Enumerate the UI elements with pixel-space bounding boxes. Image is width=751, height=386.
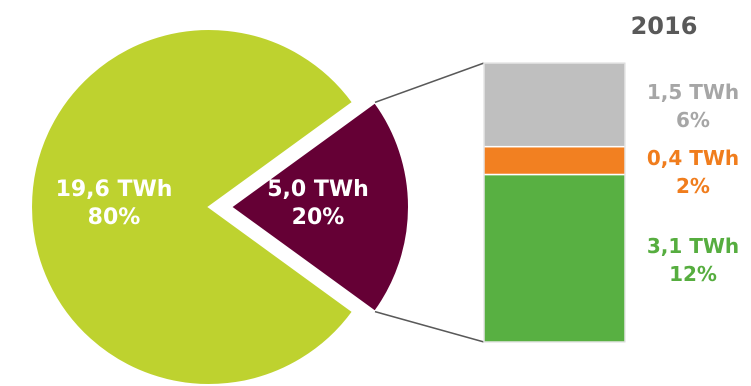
stacked-bar [483, 62, 626, 343]
pie-slice-small [229, 100, 410, 314]
bar-outline [483, 62, 626, 343]
connector-line-top [374, 62, 485, 104]
chart-title: 2016 [631, 12, 698, 40]
bar-label-value-2: 3,1 TWh [647, 234, 739, 258]
bar-label-value-0: 1,5 TWh [647, 80, 739, 104]
pie-label-large-value: 19,6 TWh [56, 177, 173, 202]
bar-label-percent-0: 6% [676, 108, 710, 132]
pie-label-small-value: 5,0 TWh [267, 177, 369, 202]
pie-slice-large [30, 28, 355, 386]
bar-segment-1 [483, 145, 626, 176]
bar-label-percent-1: 2% [676, 174, 710, 198]
connector-lines [374, 62, 485, 343]
pie [30, 28, 410, 386]
bar-label-percent-2: 12% [669, 262, 717, 286]
pie-label-large-percent: 80% [88, 205, 141, 230]
bar-label-value-1: 0,4 TWh [647, 146, 739, 170]
bar-segment-0 [483, 62, 626, 148]
pie-label-small-percent: 20% [292, 205, 345, 230]
connector-line-bottom [374, 310, 485, 343]
labels: 19,6 TWh 80% 5,0 TWh 20% 1,5 TWh 6% 0,4 TWh 2% 3… [56, 80, 740, 286]
bar-segment-2 [483, 173, 626, 343]
